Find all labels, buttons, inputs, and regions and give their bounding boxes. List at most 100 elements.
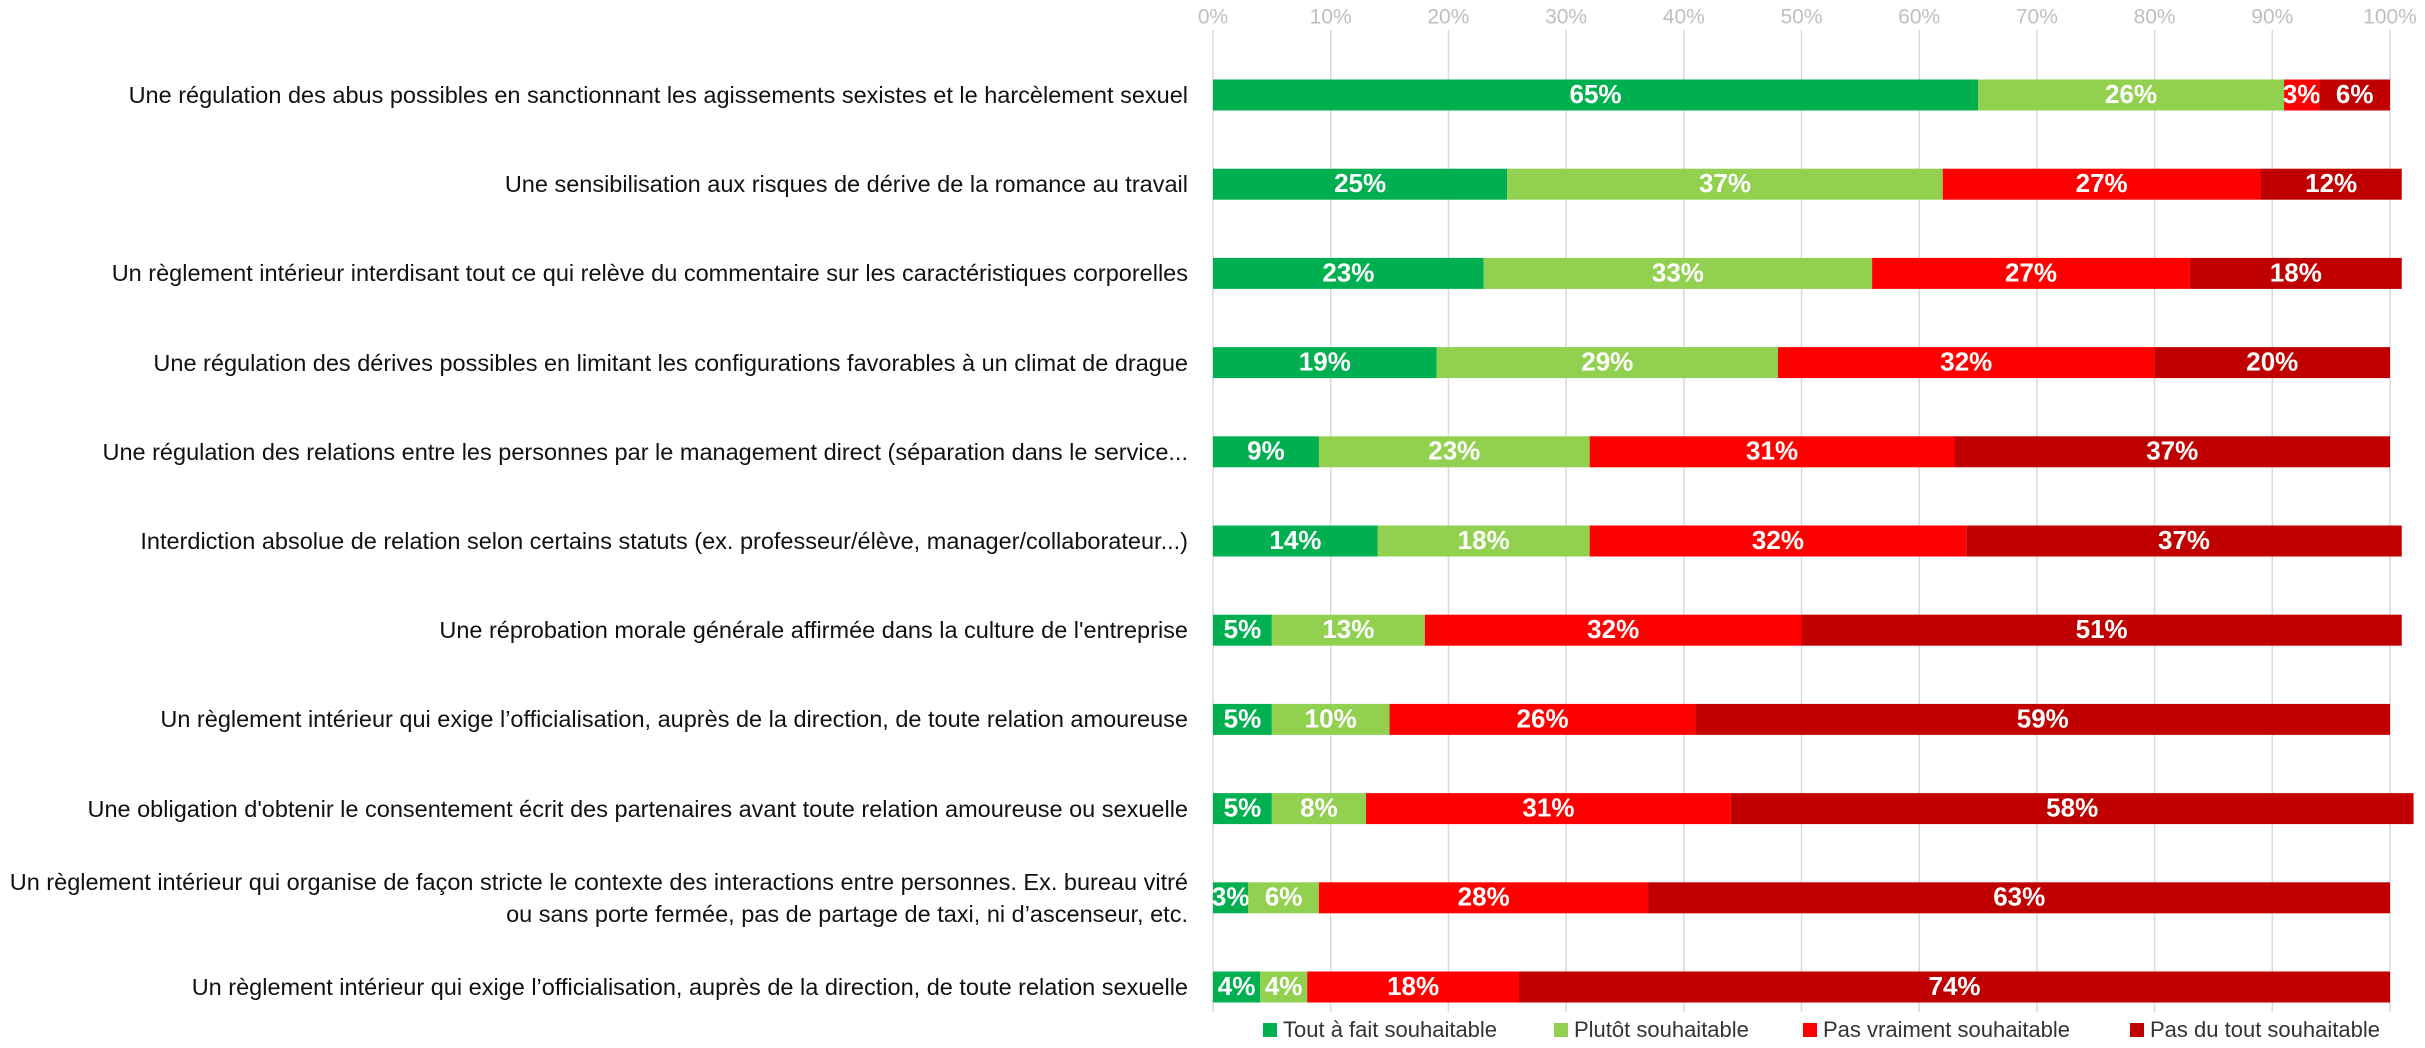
data-label: 14% <box>1269 525 1321 555</box>
category-label: Une réprobation morale générale affirmée… <box>439 617 1188 644</box>
bar-segment <box>1366 793 1731 825</box>
bar-segment <box>1213 168 1508 200</box>
data-label: 32% <box>1752 525 1804 555</box>
data-label: 51% <box>2076 614 2128 644</box>
data-label: 18% <box>2270 257 2322 287</box>
x-tick-label: 80% <box>2134 6 2176 29</box>
data-label: 28% <box>1458 882 1510 912</box>
data-label: 37% <box>2146 436 2198 466</box>
category-label: Une régulation des relations entre les p… <box>102 438 1188 465</box>
category-label: Une régulation des dérives possibles en … <box>153 349 1188 376</box>
bar-segment <box>1318 882 1649 914</box>
x-tick-label: 0% <box>1198 6 1228 29</box>
bar-segment <box>1942 168 2261 200</box>
data-label: 65% <box>1570 79 1622 109</box>
data-label: 3% <box>2283 79 2321 109</box>
data-label: 8% <box>1300 792 1338 822</box>
bar-segment <box>1730 793 2414 825</box>
legend-label: Pas du tout souhaitable <box>2150 1017 2380 1042</box>
bar-segment <box>1872 257 2190 289</box>
data-label: 26% <box>2105 79 2157 109</box>
bar-segment <box>1507 168 1943 200</box>
data-label: 18% <box>1387 971 1439 1001</box>
data-label: 37% <box>2158 525 2210 555</box>
x-tick-label: 90% <box>2251 6 2293 29</box>
bar-segment <box>1260 971 1308 1003</box>
bar-segment <box>2319 79 2390 111</box>
bar-segment <box>1213 793 1272 825</box>
bar-segment <box>1318 436 1590 468</box>
bar-segment <box>2284 79 2320 111</box>
data-label: 33% <box>1652 257 1704 287</box>
category-label: Un règlement intérieur qui exige l’offic… <box>191 974 1188 1000</box>
category-label: Une sensibilisation aux risques de dériv… <box>504 171 1188 198</box>
data-label: 9% <box>1247 436 1285 466</box>
bar-segment <box>1954 436 2390 468</box>
x-tick-label: 60% <box>1898 6 1940 29</box>
category-label: Interdiction absolue de relation selon c… <box>140 528 1188 554</box>
legend-label: Pas vraiment souhaitable <box>1823 1017 2070 1042</box>
x-tick-label: 20% <box>1427 6 1469 29</box>
data-label: 25% <box>1334 168 1386 198</box>
data-label: 6% <box>1265 882 1303 912</box>
bar-segment <box>1213 436 1319 468</box>
bar-segment <box>1519 971 2390 1003</box>
data-label: 19% <box>1299 346 1351 376</box>
data-label: 63% <box>1993 882 2045 912</box>
x-tick-label: 100% <box>2363 6 2417 29</box>
bar-segment <box>1213 971 1261 1003</box>
bar-segment <box>1966 525 2402 557</box>
legend-label: Plutôt souhaitable <box>1574 1017 1749 1042</box>
data-label: 29% <box>1581 346 1633 376</box>
bar-segment <box>1213 347 1437 379</box>
legend-swatch <box>1803 1023 1817 1037</box>
bar-segment <box>1695 703 2390 735</box>
data-label: 20% <box>2246 346 2298 376</box>
data-label: 4% <box>1265 971 1303 1001</box>
bar-segment <box>1589 525 1967 557</box>
legend-swatch <box>2130 1023 2144 1037</box>
data-label: 3% <box>1212 882 1250 912</box>
bar-segment <box>1213 882 1249 914</box>
bar-segment <box>1424 614 1802 646</box>
bar-segment <box>2154 347 2390 379</box>
bar-segment <box>1271 614 1425 646</box>
bar-segment <box>1307 971 1520 1003</box>
bar-segment <box>1213 703 1272 735</box>
bar-segment <box>1389 703 1696 735</box>
bar-segment <box>1377 525 1590 557</box>
x-tick-label: 40% <box>1663 6 1705 29</box>
bar-segment <box>1648 882 2390 914</box>
data-label: 59% <box>2017 703 2069 733</box>
data-label: 31% <box>1746 436 1798 466</box>
x-tick-label: 30% <box>1545 6 1587 29</box>
bar-segment <box>2189 257 2402 289</box>
bar-segment <box>1271 793 1367 825</box>
bar-segment <box>1213 79 1979 111</box>
data-label: 23% <box>1428 436 1480 466</box>
bar-segment <box>1213 525 1378 557</box>
data-label: 5% <box>1224 703 1262 733</box>
data-label: 37% <box>1699 168 1751 198</box>
data-label: 74% <box>1928 971 1980 1001</box>
category-label: Un règlement intérieur qui organise de f… <box>9 868 1188 927</box>
legend-label: Tout à fait souhaitable <box>1283 1017 1497 1042</box>
category-label: Un règlement intérieur qui exige l’offic… <box>160 706 1188 733</box>
data-label: 23% <box>1322 257 1374 287</box>
data-label: 12% <box>2305 168 2357 198</box>
x-tick-label: 10% <box>1310 6 1352 29</box>
data-label: 18% <box>1458 525 1510 555</box>
legend-swatch <box>1263 1023 1277 1037</box>
data-label: 5% <box>1224 792 1262 822</box>
bar-segment <box>1589 436 1955 468</box>
data-label: 32% <box>1940 346 1992 376</box>
category-label: Une obligation d'obtenir le consentement… <box>87 795 1188 822</box>
category-label: Une régulation des abus possibles en san… <box>128 82 1188 108</box>
x-tick-label: 70% <box>2016 6 2058 29</box>
data-label: 32% <box>1587 614 1639 644</box>
data-label: 13% <box>1322 614 1374 644</box>
data-label: 26% <box>1517 703 1569 733</box>
data-label: 6% <box>2336 79 2374 109</box>
